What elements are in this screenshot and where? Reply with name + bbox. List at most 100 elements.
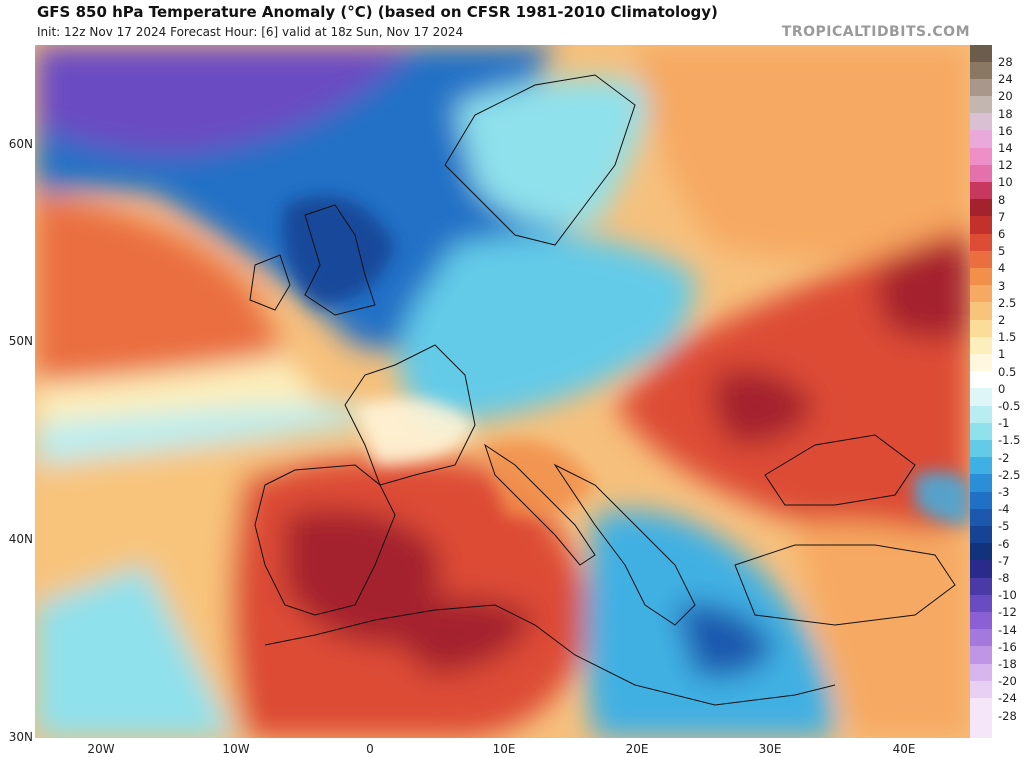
colorbar-swatch (970, 680, 992, 698)
carpathian-hot-core (712, 369, 815, 445)
lon-label-20w: 20W (87, 742, 115, 756)
colorbar-swatch (970, 113, 992, 131)
colorbar-swatch (970, 422, 992, 440)
colorbar-swatch (970, 319, 992, 337)
colorbar-label: -3 (998, 485, 1010, 499)
colorbar-label: -6 (998, 536, 1010, 551)
lat-label-30n: 30N (8, 730, 33, 744)
colorbar-label: -18 (998, 657, 1017, 671)
colorbar-label: 3 (998, 278, 1006, 293)
colorbar-label: -2 (998, 450, 1010, 465)
colorbar-label: 5 (998, 244, 1006, 259)
colorbar-swatch (970, 440, 992, 458)
scandinavia-cool (455, 78, 655, 227)
colorbar-label: -20 (998, 674, 1017, 689)
colorbar-swatch (970, 268, 992, 286)
colorbar-swatch (970, 78, 992, 96)
colorbar-swatch (970, 594, 992, 612)
colorbar-label: -5 (998, 519, 1010, 534)
colorbar-label: 8 (998, 192, 1006, 207)
colorbar-swatch (970, 250, 992, 268)
colorbar-label: -1.5 (998, 433, 1021, 448)
uk-coastline (304, 204, 376, 316)
colorbar-swatch (970, 182, 992, 200)
colorbar-swatch (970, 61, 992, 79)
lon-label-30e: 30E (758, 742, 782, 756)
west-africa-coast-cool (35, 565, 235, 738)
balkans-coastline (553, 463, 696, 626)
brand-watermark: TROPICALTIDBITS.COM (781, 24, 970, 40)
colorbar-label: -28 (998, 708, 1017, 723)
colorbar-label: -8 (998, 571, 1010, 585)
italy-coastline (484, 443, 596, 566)
france-coastline (344, 344, 476, 486)
colorbar-swatch (970, 285, 992, 303)
map-title: GFS 850 hPa Temperature Anomaly (°C) (ba… (37, 3, 718, 21)
colorbar-label: 1.5 (998, 330, 1017, 345)
temperature-anomaly-map (35, 45, 970, 738)
map-subtitle: Init: 12z Nov 17 2024 Forecast Hour: [6]… (37, 25, 464, 39)
colorbar-label: 10 (998, 175, 1013, 190)
colorbar-swatch (970, 45, 992, 62)
colorbar-swatch (970, 233, 992, 251)
colorbar-swatch (970, 216, 992, 234)
colorbar-swatch (970, 698, 992, 716)
colorbar-label: -0.5 (998, 399, 1021, 413)
colorbar-swatch (970, 577, 992, 595)
black-sea-coastline (764, 434, 916, 506)
turkey-coastline (734, 544, 956, 626)
france-neutral (355, 398, 475, 465)
algeria-hot-core (393, 597, 535, 675)
colorbar-swatch (970, 164, 992, 182)
colorbar-swatch (970, 612, 992, 630)
colorbar-label: 0.5 (998, 364, 1017, 379)
colorbar-label: 4 (998, 261, 1006, 276)
arctic-purple-core (35, 45, 415, 155)
colorbar-swatch (970, 388, 992, 406)
colorbar-label: 2 (998, 313, 1006, 327)
russia-hot-core (875, 243, 970, 339)
lat-label-50n: 50N (8, 334, 33, 348)
colorbar-swatch (970, 663, 992, 681)
colorbar-label: -12 (998, 605, 1017, 620)
lat-label-40n: 40N (8, 532, 33, 546)
colorbar-label: -2.5 (998, 467, 1021, 482)
caspian-cold-spot (915, 471, 970, 525)
colorbar-swatch (970, 199, 992, 217)
north-africa-coastline (264, 604, 836, 706)
colorbar-swatch (970, 715, 992, 738)
colorbar-swatch (970, 457, 992, 475)
colorbar-swatch (970, 130, 992, 148)
iberia-coastline (254, 464, 396, 616)
colorbar-swatch (970, 474, 992, 492)
colorbar-label: -24 (998, 691, 1017, 706)
colorbar-label: -7 (998, 553, 1010, 568)
scandinavia-coastline (444, 74, 636, 246)
ireland-coastline (249, 254, 291, 311)
colorbar-swatch (970, 526, 992, 544)
colorbar: 28 24 20 18 16 14 12 10 8 7 6 5 4 3 2.5 2 1.5 1 0.5 0 -0.5 -1… (970, 45, 1024, 738)
colorbar-swatch (970, 560, 992, 578)
northeast-warm (635, 45, 970, 260)
colorbar-swatch (970, 405, 992, 423)
colorbar-label: -1 (998, 416, 1010, 431)
central-europe-cool (399, 235, 695, 425)
colorbar-swatch (970, 371, 992, 389)
aegean-cold-core (675, 603, 775, 677)
colorbar-label: 24 (998, 72, 1013, 87)
colorbar-swatch (970, 629, 992, 647)
colorbar-swatch (970, 147, 992, 165)
colorbar-label: -4 (998, 502, 1010, 517)
lon-label-10e: 10E (492, 742, 516, 756)
colorbar-swatch (970, 508, 992, 526)
colorbar-label: 6 (998, 227, 1006, 241)
italy-warm (485, 440, 595, 517)
colorbar-swatch (970, 336, 992, 354)
atlantic-warm-band (35, 195, 285, 385)
colorbar-label: 12 (998, 158, 1013, 173)
colorbar-label: -14 (998, 622, 1017, 637)
colorbar-label: -16 (998, 639, 1017, 654)
colorbar-label: 0 (998, 381, 1006, 396)
colorbar-label: 28 (998, 55, 1013, 69)
colorbar-swatch (970, 96, 992, 114)
